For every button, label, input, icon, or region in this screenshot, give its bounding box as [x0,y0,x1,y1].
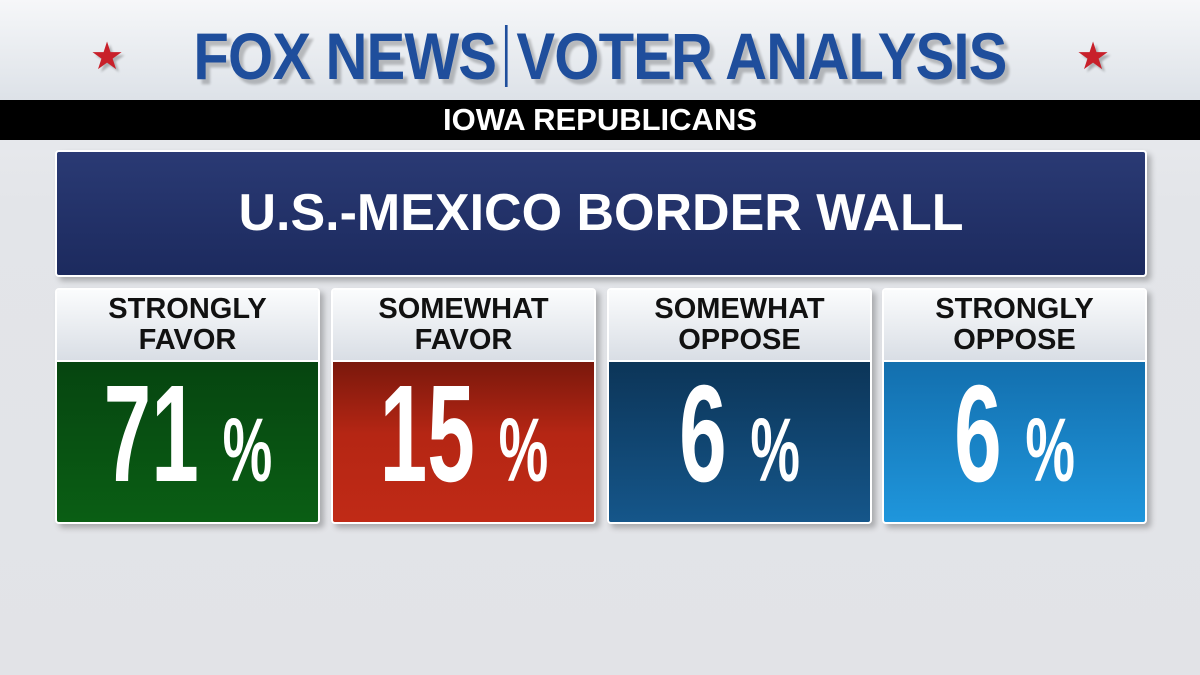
percent-sign: % [498,400,548,501]
card-strongly-oppose: STRONGLY OPPOSE 6 % [882,288,1147,524]
star-icon: ★ [1075,35,1111,78]
value-label: 71 [103,356,199,511]
percent-sign: % [1025,400,1075,501]
product-name: VOTER ANALYSIS [516,19,1007,93]
percent-sign: % [222,400,272,501]
star-icon: ★ [89,35,125,78]
card-label-line2: OPPOSE [953,324,1076,356]
card-strongly-favor: STRONGLY FAVOR 71 % [55,288,320,524]
header-banner: ★ FOX NEWS VOTER ANALYSIS ★ [0,0,1200,100]
value-label: 6 [954,356,1002,511]
value-label: 6 [679,356,727,511]
card-label-line2: OPPOSE [678,324,801,356]
chart-title: U.S.-MEXICO BORDER WALL [55,150,1147,277]
value-label: 15 [379,356,475,511]
logo: ★ FOX NEWS VOTER ANALYSIS ★ [0,18,1200,94]
card-label-line2: FAVOR [138,324,237,356]
card-label-line1: SOMEWHAT [378,293,549,325]
card-label-line1: STRONGLY [935,293,1094,325]
divider [505,25,508,87]
card-label-line1: STRONGLY [108,293,267,325]
card-label-line2: FAVOR [414,324,513,356]
card-label-line1: SOMEWHAT [654,293,825,325]
percent-sign: % [750,400,800,501]
subtitle-bar: IOWA REPUBLICANS [0,100,1200,140]
brand-name: FOX NEWS [193,19,497,93]
card-somewhat-oppose: SOMEWHAT OPPOSE 6 % [607,288,872,524]
card-somewhat-favor: SOMEWHAT FAVOR 15 % [331,288,596,524]
